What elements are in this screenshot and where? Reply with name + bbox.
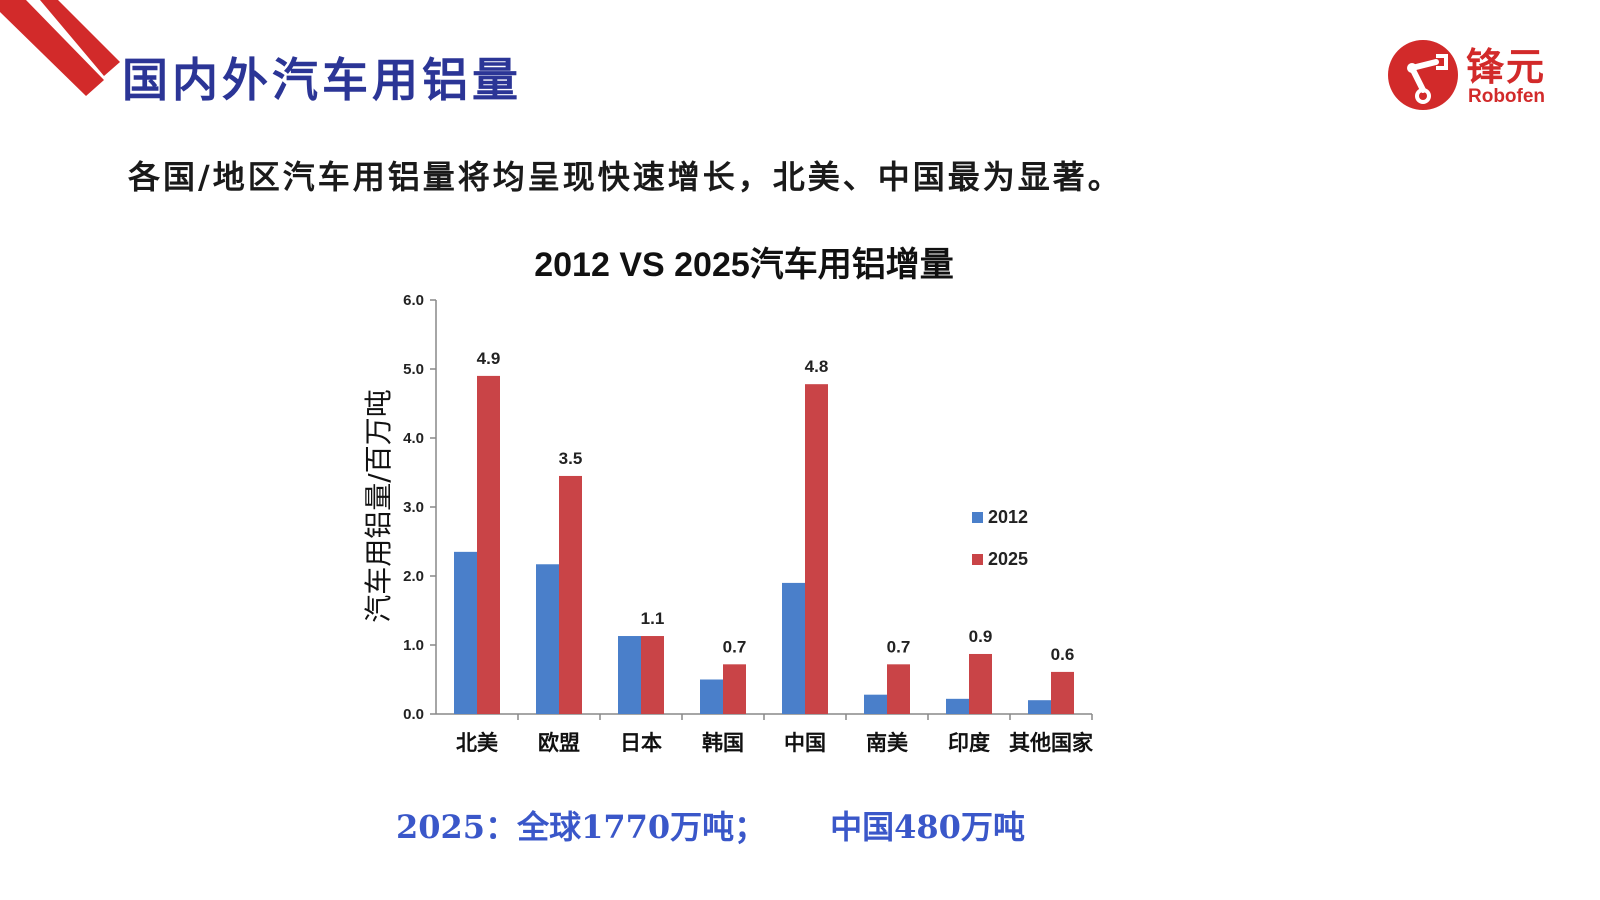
bar-2025-8 [1051, 671, 1074, 714]
data-label-2025-6: 0.7 [887, 637, 911, 656]
bar-2012-2 [536, 564, 559, 714]
data-label-2025-2: 3.5 [559, 449, 583, 468]
bar-2012-4 [700, 679, 723, 714]
data-label-2025-7: 0.9 [969, 627, 993, 646]
footer-note: 2025：全球1770万吨； 中国480万吨 [396, 802, 1025, 848]
y-axis-label: 汽车用铝量/百万吨 [362, 389, 395, 622]
logo-name: 锋元 [1466, 45, 1547, 89]
corner-stripes-decoration [0, 0, 120, 96]
legend-label-2012: 2012 [988, 507, 1028, 527]
bar-2025-3 [641, 636, 664, 714]
x-tick-label: 日本 [620, 731, 662, 755]
y-tick-label: 5.0 [403, 361, 424, 378]
data-label-2025-1: 4.9 [477, 349, 501, 368]
footer-global-total: 2025：全球1770万吨； [396, 808, 767, 846]
x-tick-label: 其他国家 [1009, 731, 1094, 755]
chart-background [432, 218, 1112, 760]
x-tick-label: 韩国 [702, 731, 744, 755]
y-tick-label: 0.0 [403, 706, 424, 723]
y-tick-label: 2.0 [403, 568, 424, 585]
x-tick-label: 欧盟 [538, 731, 580, 755]
bar-2025-4 [723, 664, 746, 714]
chart-title: 2012 VS 2025汽车用铝增量 [534, 246, 954, 284]
slide-title: 国内外汽车用铝量 [122, 53, 522, 107]
logo-subtitle: Robofen [1468, 86, 1546, 107]
y-tick-label: 6.0 [403, 292, 424, 309]
company-logo: 锋元 Robofen [1388, 36, 1578, 112]
x-tick-label: 印度 [948, 731, 990, 755]
x-tick-label: 中国 [784, 731, 826, 755]
legend-swatch-2025 [972, 554, 983, 565]
bar-2012-5 [782, 582, 805, 714]
data-label-2025-8: 0.6 [1051, 645, 1075, 664]
bar-2012-1 [454, 551, 477, 714]
x-tick-label: 北美 [456, 731, 498, 755]
legend-label-2025: 2025 [988, 549, 1028, 569]
bar-2012-7 [946, 698, 969, 714]
x-tick-label: 南美 [866, 731, 908, 755]
data-label-2025-3: 1.1 [641, 609, 665, 628]
bar-2025-7 [969, 653, 992, 714]
y-tick-label: 3.0 [403, 499, 424, 516]
bar-2025-5 [805, 384, 828, 714]
bar-2025-6 [887, 664, 910, 714]
y-tick-label: 1.0 [403, 637, 424, 654]
bar-2025-2 [559, 475, 582, 714]
bar-2012-6 [864, 694, 887, 714]
bar-2025-1 [477, 375, 500, 714]
footer-china-total: 中国480万吨 [830, 808, 1025, 846]
robot-arm-logo-icon [1388, 40, 1458, 110]
bar-2012-8 [1028, 700, 1051, 714]
data-label-2025-4: 0.7 [723, 637, 747, 656]
slide-subtitle: 各国/地区汽车用铝量将均呈现快速增长，北美、中国最为显著。 [128, 158, 1123, 196]
y-tick-label: 4.0 [403, 430, 424, 447]
bar-2012-3 [618, 636, 641, 714]
legend-swatch-2012 [972, 512, 983, 523]
data-label-2025-5: 4.8 [805, 357, 829, 376]
